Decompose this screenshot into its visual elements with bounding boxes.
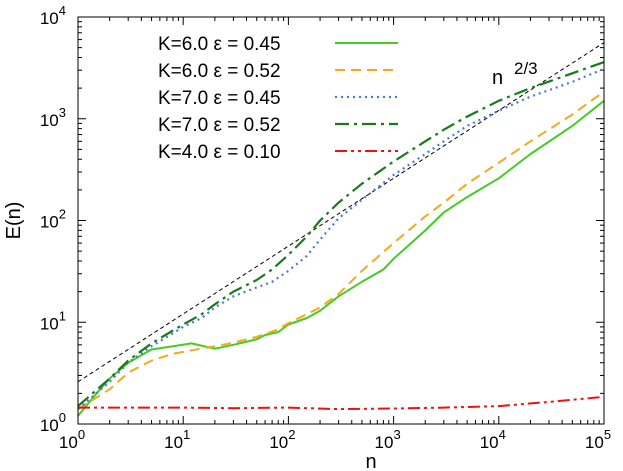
x-tick-label: 105 [585,427,611,452]
series-line [77,90,605,410]
x-tick-label: 103 [375,427,401,452]
series-line [77,67,605,410]
tick-labels: 100 101 102 103 104 105 100 101 102 103 104 [40,3,611,452]
reference-line-label: n 2/3 [492,59,538,89]
x-tick-label: 102 [269,427,295,452]
y-tick-label: 102 [40,207,66,232]
x-tick-label: 100 [59,427,85,452]
y-tick-label: 100 [40,410,66,435]
legend-label: K=7.0 ε = 0.45 [158,88,281,109]
reference-line-label-exponent: 2/3 [514,59,538,78]
reference-line-label-base: n [492,67,503,89]
plot-frame [77,16,605,425]
legend-label: K=6.0 ε = 0.45 [158,34,281,55]
y-axis-label: E(n) [3,202,25,240]
x-axis-label: n [365,451,376,471]
axis-ticks [77,16,605,425]
y-tick-label: 104 [40,3,66,28]
series-group [77,61,605,417]
series-line [78,395,605,411]
legend-label: K=6.0 ε = 0.52 [158,61,281,82]
x-tick-label: 101 [164,427,190,452]
legend-label: K=4.0 ε = 0.10 [158,142,281,163]
legend: K=6.0 ε = 0.45 K=6.0 ε = 0.52 K=7.0 ε = 0.… [158,34,398,163]
series-line [77,100,605,417]
y-tick-label: 103 [40,105,66,130]
x-tick-label: 104 [480,427,506,452]
plot-frame-group [77,16,605,425]
reference-line-group [77,42,605,383]
series-line [77,61,605,407]
legend-label: K=7.0 ε = 0.52 [158,115,281,136]
y-tick-label: 101 [40,308,66,333]
reference-line [77,42,605,383]
